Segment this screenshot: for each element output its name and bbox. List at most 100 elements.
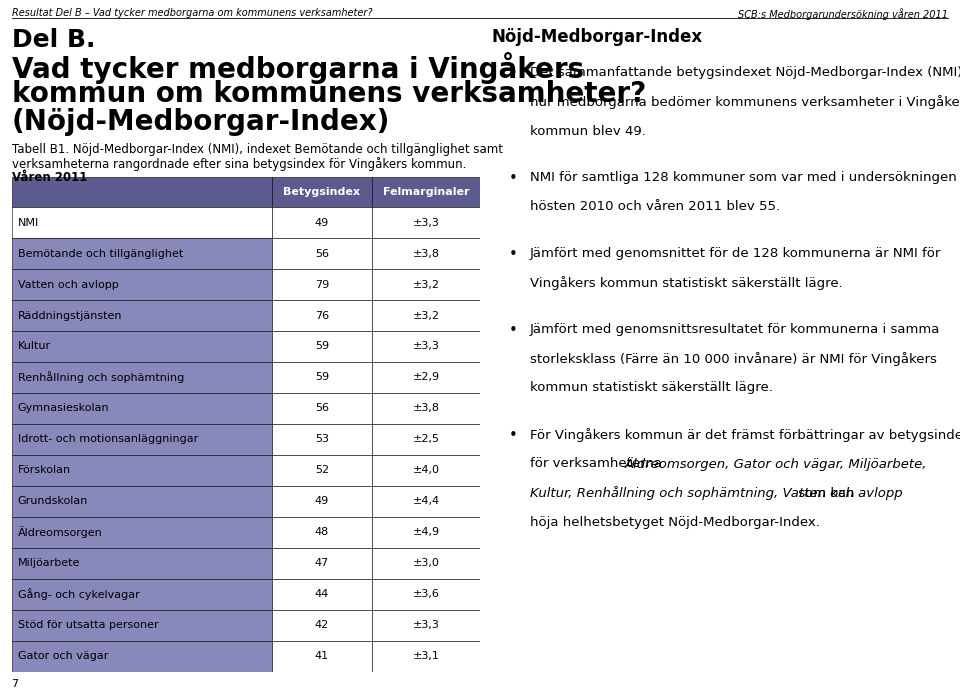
Bar	[272, 238, 372, 269]
Text: Gång- och cykelvagar: Gång- och cykelvagar	[17, 588, 139, 600]
Text: Gymnasieskolan: Gymnasieskolan	[17, 404, 109, 413]
Bar	[372, 641, 480, 672]
Text: •: •	[509, 171, 517, 187]
Text: Kultur: Kultur	[17, 342, 51, 351]
Text: 49: 49	[315, 496, 329, 506]
Bar	[372, 362, 480, 393]
Text: storleksklass (Färre än 10 000 invånare) är NMI för Vingåkers: storleksklass (Färre än 10 000 invånare)…	[530, 352, 937, 366]
Bar	[272, 331, 372, 362]
Text: Jämfört med genomsnittsresultatet för kommunerna i samma: Jämfört med genomsnittsresultatet för ko…	[530, 323, 940, 336]
Text: Jämfört med genomsnittet för de 128 kommunerna är NMI för: Jämfört med genomsnittet för de 128 komm…	[530, 247, 942, 260]
Bar	[12, 548, 272, 579]
Text: 76: 76	[315, 310, 329, 321]
Bar	[12, 207, 272, 238]
Bar	[12, 300, 272, 331]
Text: 41: 41	[315, 651, 329, 661]
Text: ±3,6: ±3,6	[413, 590, 440, 599]
Bar	[272, 486, 372, 517]
Text: Grundskolan: Grundskolan	[17, 496, 88, 506]
Text: Miljöarbete: Miljöarbete	[17, 558, 80, 568]
Bar	[372, 424, 480, 455]
Text: kommun om kommunens verksamheter?: kommun om kommunens verksamheter?	[12, 80, 646, 108]
Bar	[272, 548, 372, 579]
Text: höja helhetsbetyget Nöjd-Medborgar-Index.: höja helhetsbetyget Nöjd-Medborgar-Index…	[530, 516, 820, 529]
Text: 47: 47	[315, 558, 329, 568]
Text: ±4,9: ±4,9	[413, 528, 440, 537]
Bar	[372, 207, 480, 238]
Text: 49: 49	[315, 218, 329, 228]
Text: ±3,0: ±3,0	[413, 558, 440, 568]
Text: Vatten och avlopp: Vatten och avlopp	[17, 280, 118, 290]
Text: 7: 7	[12, 679, 18, 689]
Text: •: •	[509, 66, 517, 81]
Text: Gator och vägar: Gator och vägar	[17, 651, 108, 661]
Text: Vingåkers kommun statistiskt säkerställt lägre.: Vingåkers kommun statistiskt säkerställt…	[530, 276, 843, 290]
Bar	[272, 300, 372, 331]
Text: som kan: som kan	[794, 487, 854, 500]
Text: NMI: NMI	[17, 218, 38, 228]
Bar	[12, 610, 272, 641]
Text: 56: 56	[315, 248, 329, 259]
Bar	[12, 517, 272, 548]
Text: ±2,5: ±2,5	[413, 434, 440, 444]
Bar	[272, 177, 372, 207]
Text: ±3,8: ±3,8	[413, 404, 440, 413]
Bar	[12, 424, 272, 455]
Bar	[12, 579, 272, 610]
Bar	[12, 238, 272, 269]
Text: Idrott- och motionsanläggningar: Idrott- och motionsanläggningar	[17, 434, 198, 444]
Bar	[12, 331, 272, 362]
Text: 79: 79	[315, 280, 329, 290]
Bar	[372, 269, 480, 300]
Text: Nöjd-Medborgar-Index: Nöjd-Medborgar-Index	[492, 28, 703, 46]
Text: •: •	[509, 323, 517, 338]
Text: Våren 2011: Våren 2011	[12, 171, 87, 184]
Text: ±3,1: ±3,1	[413, 651, 440, 661]
Bar	[372, 238, 480, 269]
Bar	[272, 517, 372, 548]
Bar	[272, 455, 372, 486]
Bar	[372, 331, 480, 362]
Bar	[372, 300, 480, 331]
Text: kommun blev 49.: kommun blev 49.	[530, 125, 646, 138]
Text: Felmarginaler: Felmarginaler	[383, 187, 469, 197]
Bar	[272, 579, 372, 610]
Text: 48: 48	[315, 528, 329, 537]
Text: ±2,9: ±2,9	[413, 372, 440, 382]
Text: hur medborgarna bedömer kommunens verksamheter i Vingåkers: hur medborgarna bedömer kommunens verksa…	[530, 95, 960, 109]
Bar	[372, 455, 480, 486]
Text: Bemötande och tillgänglighet: Bemötande och tillgänglighet	[17, 248, 182, 259]
Bar	[372, 517, 480, 548]
Bar	[372, 579, 480, 610]
Bar	[12, 269, 272, 300]
Text: Stöd för utsatta personer: Stöd för utsatta personer	[17, 620, 158, 630]
Bar	[272, 641, 372, 672]
Text: Kultur, Renhållning och sophämtning, Vatten och avlopp: Kultur, Renhållning och sophämtning, Vat…	[530, 487, 902, 500]
Text: För Vingåkers kommun är det främst förbättringar av betygsindexen: För Vingåkers kommun är det främst förbä…	[530, 428, 960, 442]
Bar	[12, 393, 272, 424]
Bar	[372, 393, 480, 424]
Bar	[12, 362, 272, 393]
Bar	[372, 548, 480, 579]
Text: Förskolan: Förskolan	[17, 466, 71, 475]
Text: för verksamheterna: för verksamheterna	[530, 457, 666, 470]
Bar	[272, 424, 372, 455]
Text: NMI för samtliga 128 kommuner som var med i undersökningen: NMI för samtliga 128 kommuner som var me…	[530, 171, 957, 184]
Text: 59: 59	[315, 342, 329, 351]
Text: Det sammanfattande betygsindexet Nöjd-Medborgar-Index (NMI) för: Det sammanfattande betygsindexet Nöjd-Me…	[530, 66, 960, 79]
Bar	[12, 455, 272, 486]
Text: 59: 59	[315, 372, 329, 382]
Bar	[372, 486, 480, 517]
Text: hösten 2010 och våren 2011 blev 55.: hösten 2010 och våren 2011 blev 55.	[530, 200, 780, 214]
Text: 56: 56	[315, 404, 329, 413]
Text: ±3,3: ±3,3	[413, 218, 440, 228]
Text: ±4,4: ±4,4	[413, 496, 440, 506]
Bar	[372, 177, 480, 207]
Bar	[12, 641, 272, 672]
Text: kommun statistiskt säkerställt lägre.: kommun statistiskt säkerställt lägre.	[530, 381, 773, 395]
Text: 53: 53	[315, 434, 329, 444]
Text: Renhållning och sophämtning: Renhållning och sophämtning	[17, 372, 184, 383]
Text: Vad tycker medborgarna i Vingåkers: Vad tycker medborgarna i Vingåkers	[12, 52, 584, 84]
Text: ±4,0: ±4,0	[413, 466, 440, 475]
Text: ±3,8: ±3,8	[413, 248, 440, 259]
